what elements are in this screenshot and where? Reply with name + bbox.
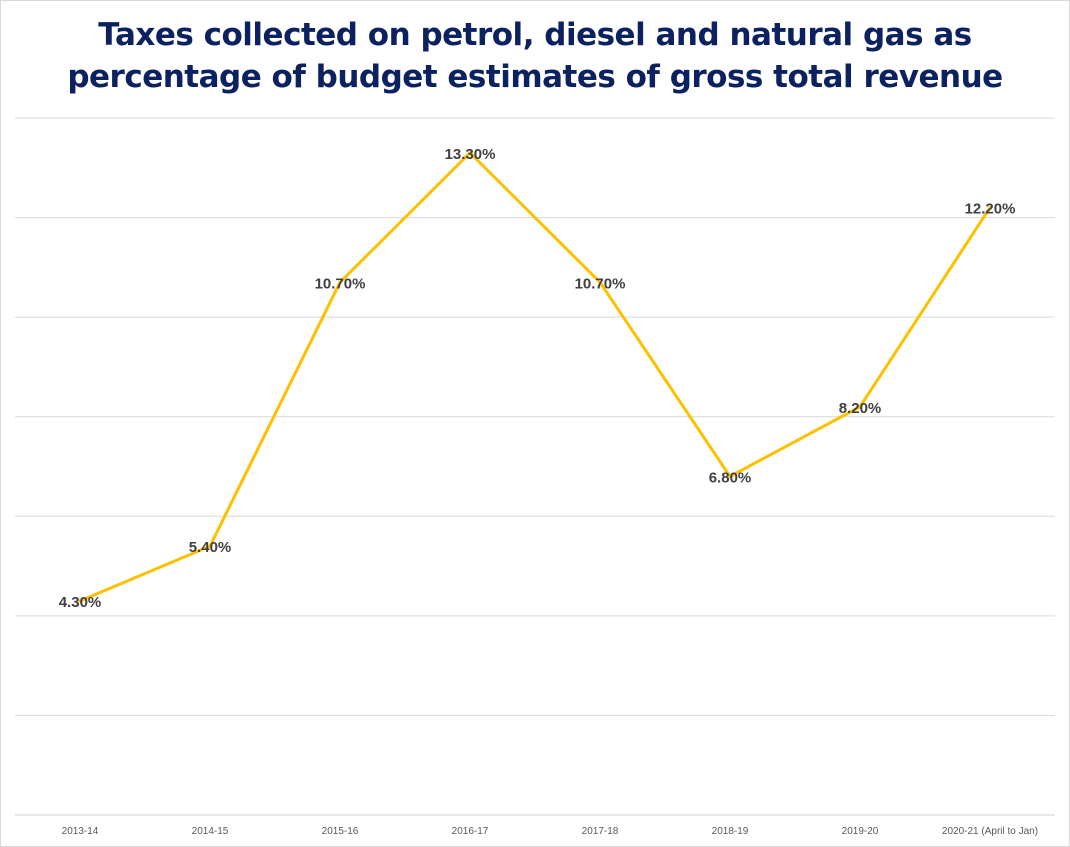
chart-title: Taxes collected on petrol, diesel and na…: [0, 14, 1070, 98]
data-point: [988, 206, 992, 210]
x-tick-label: 2013-14: [62, 826, 99, 837]
data-label: 8.20%: [839, 400, 882, 417]
data-label: 10.70%: [575, 275, 626, 292]
x-tick-label: 2016-17: [452, 826, 489, 837]
data-point: [338, 280, 342, 284]
data-point: [468, 151, 472, 155]
data-point: [598, 280, 602, 284]
x-tick-label: 2018-19: [712, 826, 749, 837]
data-label: 5.40%: [189, 539, 232, 556]
x-tick-label: 2015-16: [322, 826, 359, 837]
chart-title-line-1: Taxes collected on petrol, diesel and na…: [98, 17, 972, 53]
x-tick-label: 2017-18: [582, 826, 619, 837]
series-line: [79, 151, 992, 603]
chart-title-line-2: percentage of budget estimates of gross …: [67, 59, 1003, 95]
x-tick-label: 2014-15: [192, 826, 229, 837]
data-point: [208, 544, 212, 548]
x-tick-label: 2020-21 (April to Jan): [942, 826, 1038, 837]
data-label: 12.20%: [965, 201, 1016, 218]
x-tick-label: 2019-20: [842, 826, 879, 837]
data-label: 6.80%: [709, 469, 752, 486]
data-point: [78, 599, 82, 603]
data-point: [858, 405, 862, 409]
data-label: 4.30%: [59, 594, 102, 611]
data-label: 10.70%: [315, 275, 366, 292]
data-label: 13.30%: [445, 146, 496, 163]
data-point: [728, 474, 732, 478]
